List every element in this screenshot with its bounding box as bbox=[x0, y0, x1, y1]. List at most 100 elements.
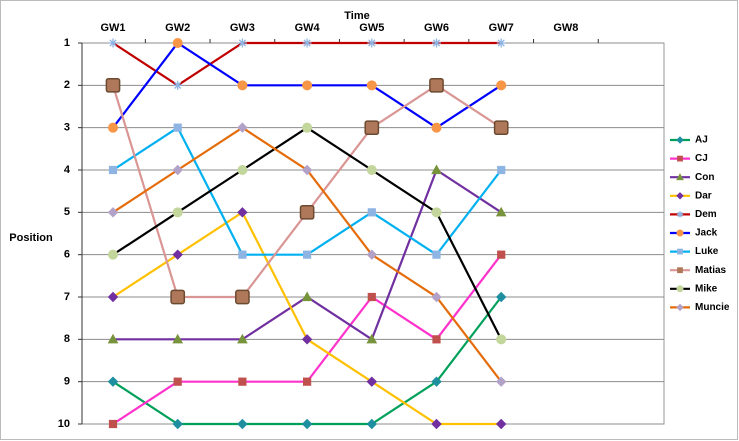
marker bbox=[107, 291, 119, 303]
marker bbox=[173, 80, 183, 90]
marker bbox=[431, 291, 442, 303]
marker bbox=[431, 207, 442, 218]
marker bbox=[237, 333, 248, 344]
marker bbox=[431, 122, 442, 133]
marker bbox=[172, 333, 184, 344]
marker bbox=[301, 418, 313, 430]
legend: AJ CJ Con Dar Dem Jack Luke Matias Mike Muncie bbox=[670, 135, 730, 313]
x-tick-label: GW3 bbox=[230, 22, 255, 34]
marker bbox=[108, 419, 118, 429]
legend-label: CJ bbox=[695, 153, 708, 164]
y-tick-label: 2 bbox=[64, 79, 70, 91]
marker bbox=[367, 38, 377, 48]
photo-marker bbox=[364, 120, 380, 136]
marker bbox=[173, 123, 182, 132]
marker bbox=[301, 291, 313, 302]
marker bbox=[366, 165, 377, 175]
y-tick-label: 10 bbox=[58, 418, 70, 430]
marker bbox=[495, 291, 507, 303]
legend-label: Con bbox=[695, 172, 714, 183]
legend-label: Matias bbox=[695, 265, 727, 276]
y-tick-label: 6 bbox=[64, 249, 70, 261]
photo-marker bbox=[493, 120, 509, 136]
x-tick-label: GW8 bbox=[553, 22, 578, 34]
legend-label: Muncie bbox=[695, 302, 730, 313]
marker bbox=[676, 303, 684, 312]
marker bbox=[677, 211, 683, 218]
marker bbox=[237, 418, 248, 430]
marker bbox=[302, 80, 313, 91]
marker bbox=[107, 376, 119, 387]
marker bbox=[676, 285, 684, 293]
marker bbox=[237, 207, 248, 218]
legend-label: AJ bbox=[695, 135, 708, 146]
y-tick-label: 7 bbox=[64, 291, 70, 303]
marker bbox=[108, 165, 118, 175]
marker bbox=[108, 38, 118, 48]
marker bbox=[367, 208, 376, 217]
marker bbox=[237, 165, 248, 175]
marker bbox=[676, 173, 684, 181]
marker bbox=[108, 122, 118, 133]
marker bbox=[172, 418, 183, 430]
x-tick-label: GW2 bbox=[165, 22, 190, 34]
marker bbox=[237, 38, 247, 48]
marker bbox=[677, 248, 683, 255]
marker bbox=[495, 418, 507, 430]
legend-label: Dem bbox=[695, 209, 717, 220]
marker bbox=[431, 376, 442, 387]
photo-marker bbox=[105, 77, 121, 93]
photo-marker bbox=[299, 204, 315, 220]
y-tick-label: 4 bbox=[64, 164, 71, 176]
marker bbox=[172, 249, 183, 260]
marker bbox=[237, 122, 248, 133]
marker bbox=[107, 207, 119, 218]
marker bbox=[676, 229, 684, 237]
marker bbox=[496, 334, 507, 345]
photo-marker bbox=[170, 289, 186, 305]
marker bbox=[366, 249, 378, 260]
marker bbox=[431, 418, 442, 430]
legend-label: Mike bbox=[695, 283, 718, 294]
marker bbox=[303, 377, 312, 386]
marker bbox=[366, 80, 377, 91]
photo-marker bbox=[429, 77, 444, 93]
marker bbox=[432, 38, 441, 48]
y-tick-label: 5 bbox=[64, 206, 70, 218]
y-tick-label: 3 bbox=[64, 122, 70, 134]
marker bbox=[676, 192, 684, 200]
x-tick-label: GW7 bbox=[489, 22, 514, 34]
marker bbox=[497, 165, 506, 175]
x-tick-label: GW6 bbox=[424, 22, 449, 34]
marker bbox=[366, 418, 378, 430]
marker bbox=[302, 38, 312, 48]
marker bbox=[301, 334, 313, 345]
y-tick-label: 1 bbox=[64, 37, 70, 49]
marker bbox=[676, 136, 684, 144]
legend-label: Jack bbox=[695, 228, 718, 239]
marker bbox=[172, 38, 183, 48]
marker bbox=[495, 376, 507, 387]
marker bbox=[496, 38, 506, 48]
marker bbox=[432, 335, 441, 344]
plot-area bbox=[81, 42, 665, 425]
marker bbox=[107, 333, 119, 344]
marker bbox=[238, 377, 247, 386]
photo-marker bbox=[235, 289, 250, 305]
marker bbox=[677, 267, 683, 274]
marker bbox=[237, 80, 248, 91]
marker bbox=[432, 250, 441, 259]
marker bbox=[677, 155, 683, 162]
y-tick-label: 8 bbox=[64, 333, 70, 345]
marker bbox=[172, 164, 183, 176]
marker bbox=[495, 206, 507, 217]
marker bbox=[366, 333, 378, 344]
marker bbox=[172, 207, 183, 218]
marker bbox=[108, 249, 118, 260]
marker bbox=[238, 250, 247, 259]
y-axis-title: Position bbox=[9, 232, 53, 244]
marker bbox=[367, 292, 376, 302]
x-tick-label: GW4 bbox=[295, 22, 321, 34]
marker bbox=[301, 164, 313, 176]
